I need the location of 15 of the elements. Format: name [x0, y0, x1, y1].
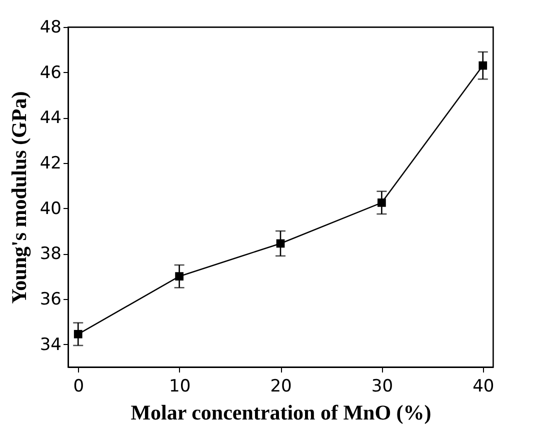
- x-axis-title: Molar concentration of MnO (%): [130, 400, 432, 424]
- y-tick-label: 46: [40, 62, 62, 83]
- y-tick-label: 44: [40, 108, 62, 128]
- y-tick-label: 34: [40, 334, 62, 355]
- y-tick-label: 40: [40, 198, 62, 219]
- y-axis-title: Young's modulus (GPa): [6, 91, 31, 304]
- y-tick-label: 42: [40, 154, 62, 174]
- x-tick-label: 0: [73, 376, 84, 396]
- x-tick-label: 30: [371, 376, 394, 396]
- y-tick-label: 36: [40, 290, 62, 310]
- x-tick-label: 10: [168, 376, 191, 396]
- y-tick-label: 38: [40, 244, 62, 264]
- x-tick-label: 20: [270, 376, 292, 396]
- y-tick-label: 48: [40, 18, 62, 38]
- x-tick-label: 40: [472, 376, 494, 396]
